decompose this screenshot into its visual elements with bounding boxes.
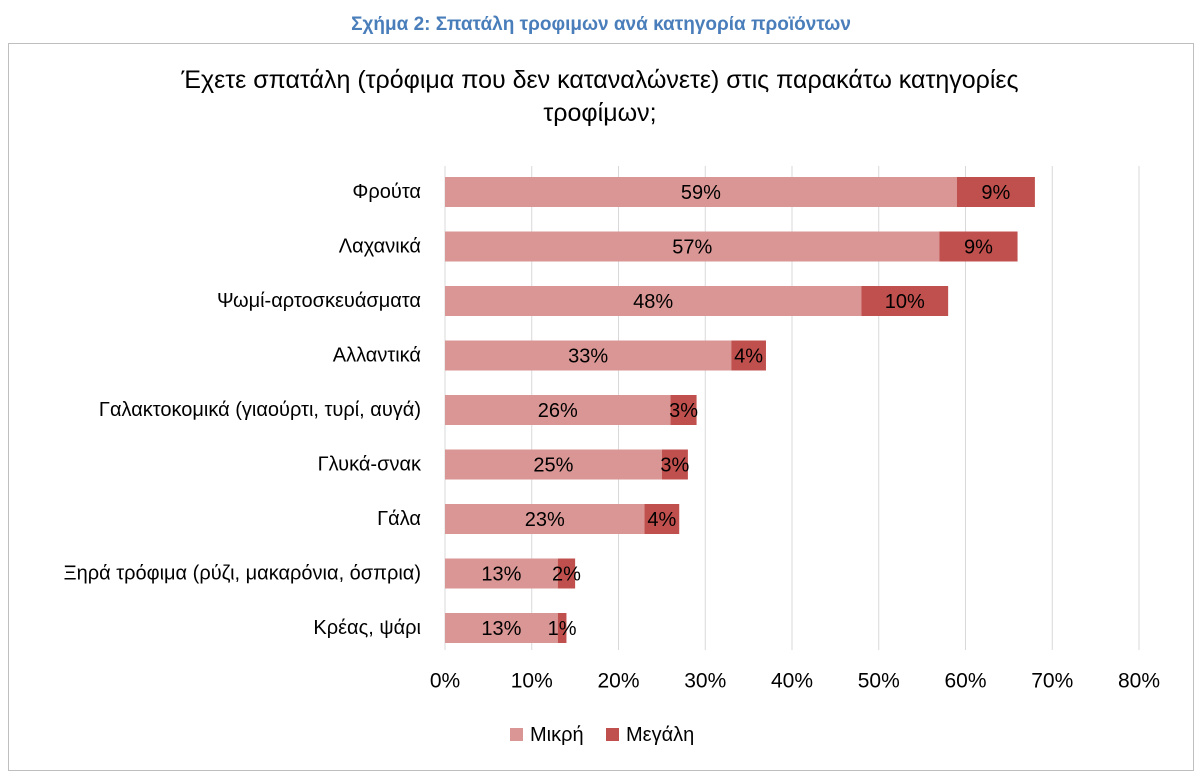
- legend-swatch: [510, 728, 523, 741]
- bar-segment-large: [731, 340, 766, 371]
- data-label: 25%: [533, 455, 573, 477]
- category-label: Λαχανικά: [339, 236, 421, 258]
- x-tick-label: 30%: [684, 670, 726, 693]
- bar-segment-small: [445, 177, 957, 207]
- x-tick-label: 0%: [430, 670, 460, 693]
- data-label: 10%: [885, 291, 925, 313]
- data-label: 13%: [481, 618, 521, 640]
- x-tick-label: 50%: [858, 670, 900, 693]
- legend-swatch: [606, 728, 619, 741]
- bar-segment-small: [445, 340, 732, 371]
- data-label: 9%: [981, 182, 1010, 204]
- data-label: 3%: [669, 400, 698, 422]
- data-label: 26%: [538, 400, 578, 422]
- category-label: Αλλαντικά: [333, 345, 421, 367]
- bar-segment-large: [557, 558, 576, 589]
- data-label: 59%: [681, 182, 721, 204]
- stacked-bar-chart: Έχετε σπατάλη (τρόφιμα που δεν καταναλών…: [64, 66, 1160, 746]
- data-label: 2%: [552, 564, 581, 586]
- data-label: 4%: [734, 346, 763, 368]
- figure-caption: Σχήμα 2: Σπατάλη τροφιμων ανά κατηγορία …: [351, 14, 851, 35]
- bar-segment-large: [939, 231, 1018, 262]
- chart-title-line: Έχετε σπατάλη (τρόφιμα που δεν καταναλών…: [180, 66, 1018, 94]
- data-label: 33%: [568, 346, 608, 368]
- x-tick-label: 10%: [511, 670, 553, 693]
- data-label: 3%: [660, 455, 689, 477]
- bar-segment-small: [445, 613, 558, 643]
- bar-segment-large: [644, 504, 680, 534]
- bar-segment-small: [445, 558, 558, 589]
- legend-label: Μεγάλη: [626, 724, 694, 746]
- data-label: 1%: [548, 618, 577, 640]
- category-label: Γάλα: [377, 508, 421, 530]
- x-tick-label: 70%: [1031, 670, 1073, 693]
- bar-segment-small: [445, 395, 671, 425]
- category-label: Φρούτα: [352, 181, 421, 203]
- bar-segment-small: [445, 504, 645, 534]
- data-label: 13%: [481, 564, 521, 586]
- data-label: 23%: [525, 509, 565, 531]
- data-label: 57%: [672, 237, 712, 259]
- bar-segment-small: [445, 449, 662, 480]
- bar-segment-large: [956, 177, 1035, 207]
- category-label: Γλυκά-σνακ: [318, 454, 422, 476]
- category-label: Ψωμί-αρτοσκευάσματα: [217, 290, 421, 312]
- data-label: 4%: [647, 509, 676, 531]
- legend-label: Μικρή: [530, 724, 584, 746]
- chart-frame: Έχετε σπατάλη (τρόφιμα που δεν καταναλών…: [8, 43, 1194, 771]
- x-tick-label: 20%: [597, 670, 639, 693]
- category-label: Γαλακτοκομικά (γιαούρτι, τυρί, αυγά): [99, 399, 421, 421]
- bar-segment-large: [861, 286, 949, 316]
- data-label: 9%: [964, 237, 993, 259]
- category-label: Κρέας, ψάρι: [313, 617, 421, 639]
- bar-segment-large: [557, 613, 567, 643]
- x-tick-label: 60%: [944, 670, 986, 693]
- x-tick-label: 80%: [1118, 670, 1160, 693]
- category-label: Ξηρά τρόφιμα (ρύζι, μακαρόνια, όσπρια): [64, 563, 421, 585]
- bar-segment-small: [445, 231, 940, 262]
- bar-segment-small: [445, 286, 862, 316]
- x-tick-label: 40%: [771, 670, 813, 693]
- data-label: 48%: [633, 291, 673, 313]
- chart-title-line: τροφίμων;: [543, 99, 656, 127]
- bar-segment-large: [670, 395, 697, 425]
- bar-segment-large: [661, 449, 688, 480]
